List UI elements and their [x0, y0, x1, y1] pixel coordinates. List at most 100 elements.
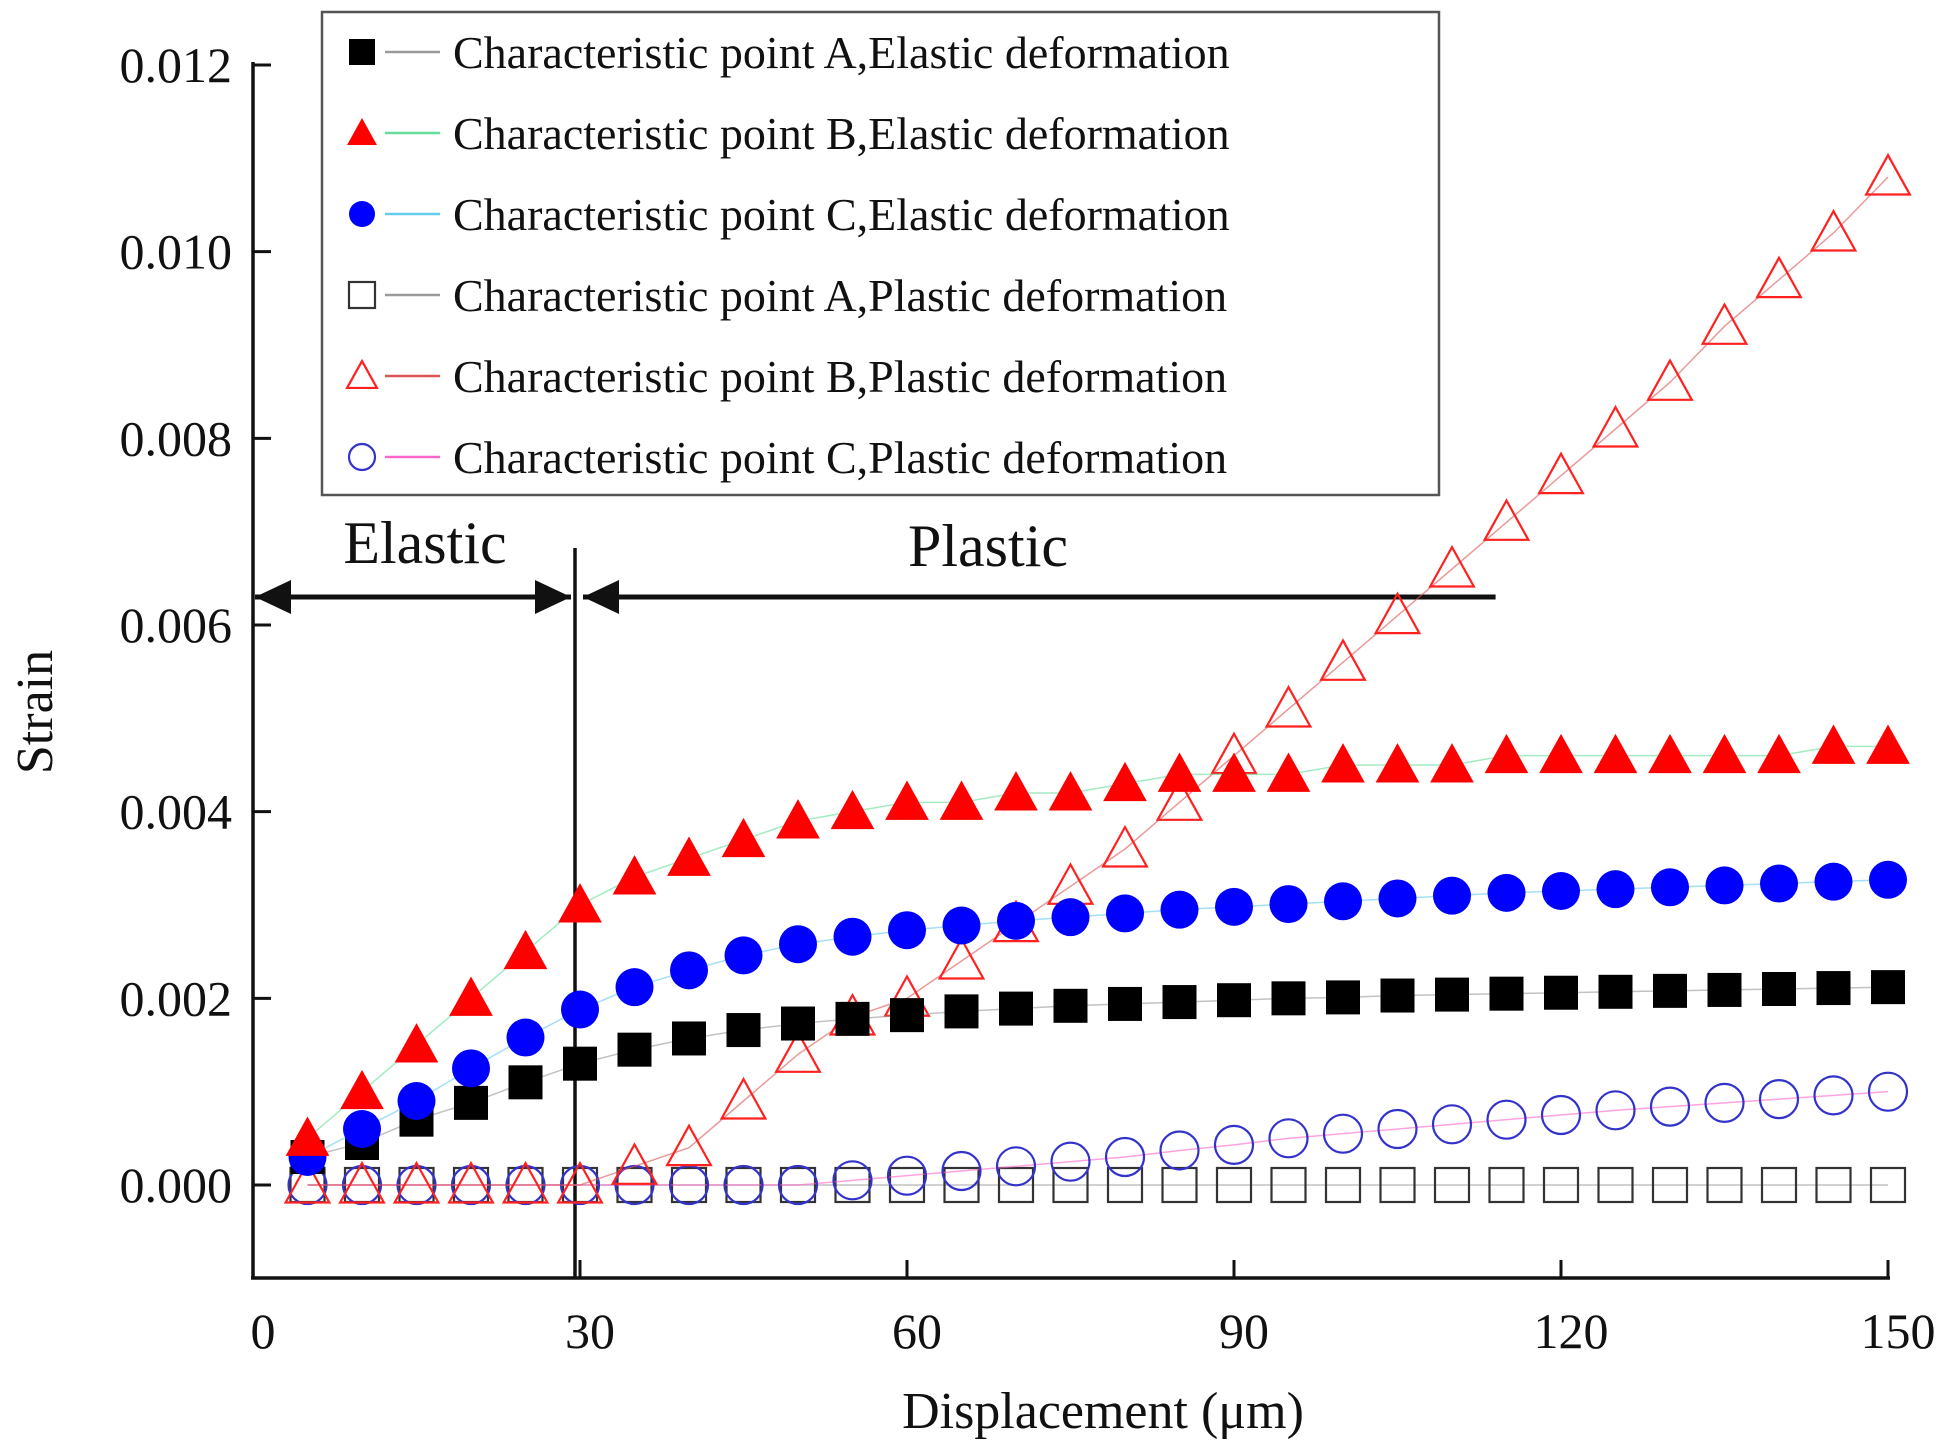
data-point [1046, 862, 1095, 905]
legend-marker [345, 358, 379, 390]
legend-marker [347, 280, 377, 310]
data-point [1760, 1166, 1798, 1204]
x-tick-label: 60 [892, 1303, 942, 1359]
region-annotations: Elastic Plastic [255, 510, 1496, 1278]
y-tick-label: 0.000 [120, 1157, 233, 1213]
plot-axes [251, 62, 1890, 1280]
data-point [1489, 976, 1524, 1011]
data-point [1324, 1166, 1362, 1204]
data-point [1212, 752, 1256, 792]
data-point [939, 780, 984, 820]
data-point [1762, 972, 1796, 1007]
data-point [392, 1160, 441, 1204]
x-tick-label: 150 [1861, 1303, 1936, 1359]
data-point [1760, 864, 1798, 903]
legend-entry: Characteristic point C,Elastic deformati… [349, 189, 1230, 240]
data-point [665, 1123, 713, 1167]
data-point [1869, 860, 1907, 899]
data-point [1375, 743, 1420, 783]
data-point [776, 799, 820, 839]
data-point [1215, 887, 1253, 926]
data-point [1161, 1166, 1198, 1204]
data-point [1266, 752, 1311, 792]
data-point [1811, 724, 1856, 764]
data-point [1649, 1086, 1691, 1127]
data-point [1431, 1104, 1473, 1145]
data-point [1270, 1166, 1307, 1204]
y-tick-label: 0.012 [120, 37, 233, 93]
data-point [1707, 972, 1742, 1007]
data-point [832, 1160, 873, 1201]
data-point [1159, 1130, 1200, 1171]
legend-entry: Characteristic point B,Elastic deformati… [347, 108, 1230, 159]
data-point [454, 1085, 488, 1120]
data-point [1215, 1166, 1253, 1204]
data-point [1651, 868, 1689, 907]
data-point [1488, 1166, 1525, 1204]
legend-marker [347, 442, 377, 472]
data-point [777, 1164, 819, 1206]
data-point [1539, 733, 1583, 774]
data-point [1269, 885, 1308, 924]
data-point [558, 883, 602, 923]
data-point [343, 1110, 381, 1149]
data-point [1271, 981, 1306, 1016]
data-point [340, 1069, 384, 1110]
data-point [1646, 358, 1694, 401]
data-point [1758, 1079, 1800, 1120]
elastic-arrow [255, 580, 571, 615]
legend-label: Characteristic point B,Plastic deformati… [453, 351, 1227, 402]
data-point [1755, 255, 1803, 299]
data-point [1484, 733, 1529, 774]
legend-entry: Characteristic point A,Elastic deformati… [349, 27, 1230, 78]
data-point [506, 1018, 545, 1057]
data-point [447, 1160, 495, 1204]
data-point [1326, 980, 1360, 1015]
series-3 [288, 860, 1907, 1177]
data-point [397, 1082, 436, 1121]
data-point [1596, 870, 1635, 909]
data-point [501, 1160, 550, 1204]
legend-label: Characteristic point A,Plastic deformati… [453, 270, 1227, 321]
data-point [1864, 152, 1912, 196]
data-point [617, 1032, 652, 1067]
data-point [1160, 890, 1199, 929]
axis-ticks: 0.000 0.002 0.004 0.006 0.008 0.010 0.012 0 30 60… [120, 37, 1936, 1359]
legend-label: Characteristic point A,Elastic deformati… [453, 27, 1230, 78]
legend-marker [347, 118, 377, 145]
data-point [285, 1116, 330, 1156]
data-point [1157, 752, 1202, 792]
data-point [1867, 1071, 1909, 1112]
data-point [1108, 986, 1142, 1021]
data-point [1706, 1166, 1743, 1204]
data-point [1052, 1166, 1089, 1204]
data-point [1433, 876, 1471, 915]
data-point [1866, 724, 1910, 764]
y-tick-label: 0.006 [120, 597, 233, 653]
data-point [941, 1150, 982, 1192]
series-line [307, 745, 1888, 1139]
legend-label: Characteristic point C,Elastic deformati… [453, 189, 1230, 240]
data-point [1542, 1166, 1580, 1204]
legend: Characteristic point A,Elastic deformati… [320, 10, 1441, 497]
data-point [779, 925, 817, 964]
data-point [1757, 733, 1801, 774]
data-point [1217, 983, 1251, 1018]
data-point [503, 929, 548, 970]
data-point [1593, 733, 1638, 774]
data-point [886, 1155, 928, 1196]
x-tick-label: 0 [251, 1303, 276, 1359]
data-point [338, 1160, 386, 1204]
data-point [1162, 985, 1197, 1020]
data-point [942, 906, 981, 945]
data-point [1814, 862, 1853, 901]
data-point [1053, 988, 1088, 1023]
data-point [1433, 1166, 1471, 1204]
arrow-head-left [583, 580, 619, 615]
data-point [1542, 872, 1580, 911]
data-point [1051, 898, 1090, 937]
series-2 [285, 724, 1910, 1156]
data-point [610, 1142, 659, 1185]
data-point [774, 1030, 822, 1073]
